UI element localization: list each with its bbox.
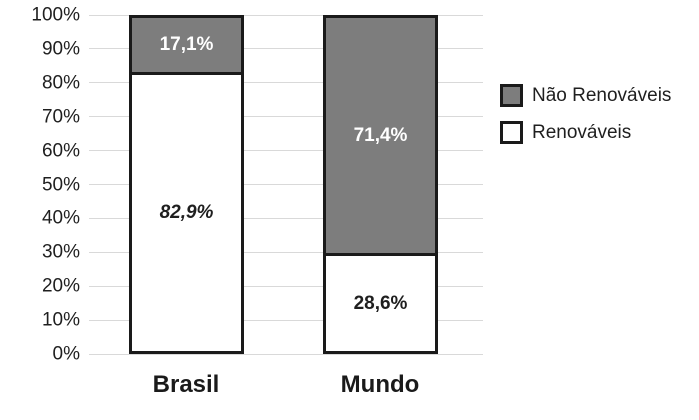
- y-tick-label-20: 20%: [41, 275, 80, 297]
- segment-renováveis-mundo: 28,6%: [326, 255, 435, 351]
- y-tick-label-90: 90%: [41, 38, 80, 60]
- category-label-brasil: Brasil: [152, 371, 220, 398]
- legend: Não Renováveis Renováveis: [500, 84, 671, 144]
- gridline-10: [89, 319, 483, 321]
- segment-não-renováveis-brasil: 17,1%: [132, 18, 241, 75]
- segment-não-renováveis-mundo: 71,4%: [326, 18, 435, 256]
- value-label-renováveis-mundo: 28,6%: [353, 292, 408, 314]
- y-tick-label-10: 10%: [41, 309, 80, 331]
- y-tick-label-80: 80%: [41, 72, 80, 94]
- legend-item-não-renováveis: Não Renováveis: [500, 84, 671, 107]
- gridline-70: [89, 116, 483, 118]
- y-tick-label-70: 70%: [41, 106, 80, 128]
- bar-mundo: 71,4% 28,6%: [323, 15, 438, 354]
- y-tick-label-30: 30%: [41, 241, 80, 263]
- gridline-40: [89, 217, 483, 219]
- gridline-30: [89, 251, 483, 253]
- value-label-não-renováveis-brasil: 17,1%: [159, 34, 214, 56]
- value-label-não-renováveis-mundo: 71,4%: [353, 124, 408, 146]
- legend-swatch-icon: [500, 84, 523, 107]
- gridline-0: [89, 353, 483, 355]
- legend-swatch-icon: [500, 121, 523, 144]
- y-tick-label-40: 40%: [41, 207, 80, 229]
- category-label-mundo: Mundo: [340, 371, 420, 398]
- legend-label: Renováveis: [532, 122, 632, 143]
- plot-area: 17,1% 82,9% 71,4% 28,6%: [89, 14, 483, 355]
- gridline-100: [89, 14, 483, 16]
- gridline-90: [89, 48, 483, 50]
- y-tick-label-60: 60%: [41, 140, 80, 162]
- gridline-80: [89, 82, 483, 84]
- gridline-60: [89, 150, 483, 152]
- legend-item-renováveis: Renováveis: [500, 121, 671, 144]
- gridline-20: [89, 285, 483, 287]
- y-tick-label-100: 100%: [31, 4, 80, 26]
- gridline-50: [89, 184, 483, 185]
- y-tick-label-0: 0%: [52, 343, 80, 365]
- value-label-renováveis-brasil: 82,9%: [159, 202, 214, 224]
- segment-renováveis-brasil: 82,9%: [132, 74, 241, 351]
- y-tick-label-50: 50%: [41, 174, 80, 195]
- bar-brasil: 17,1% 82,9%: [129, 15, 244, 354]
- legend-label: Não Renováveis: [532, 85, 672, 106]
